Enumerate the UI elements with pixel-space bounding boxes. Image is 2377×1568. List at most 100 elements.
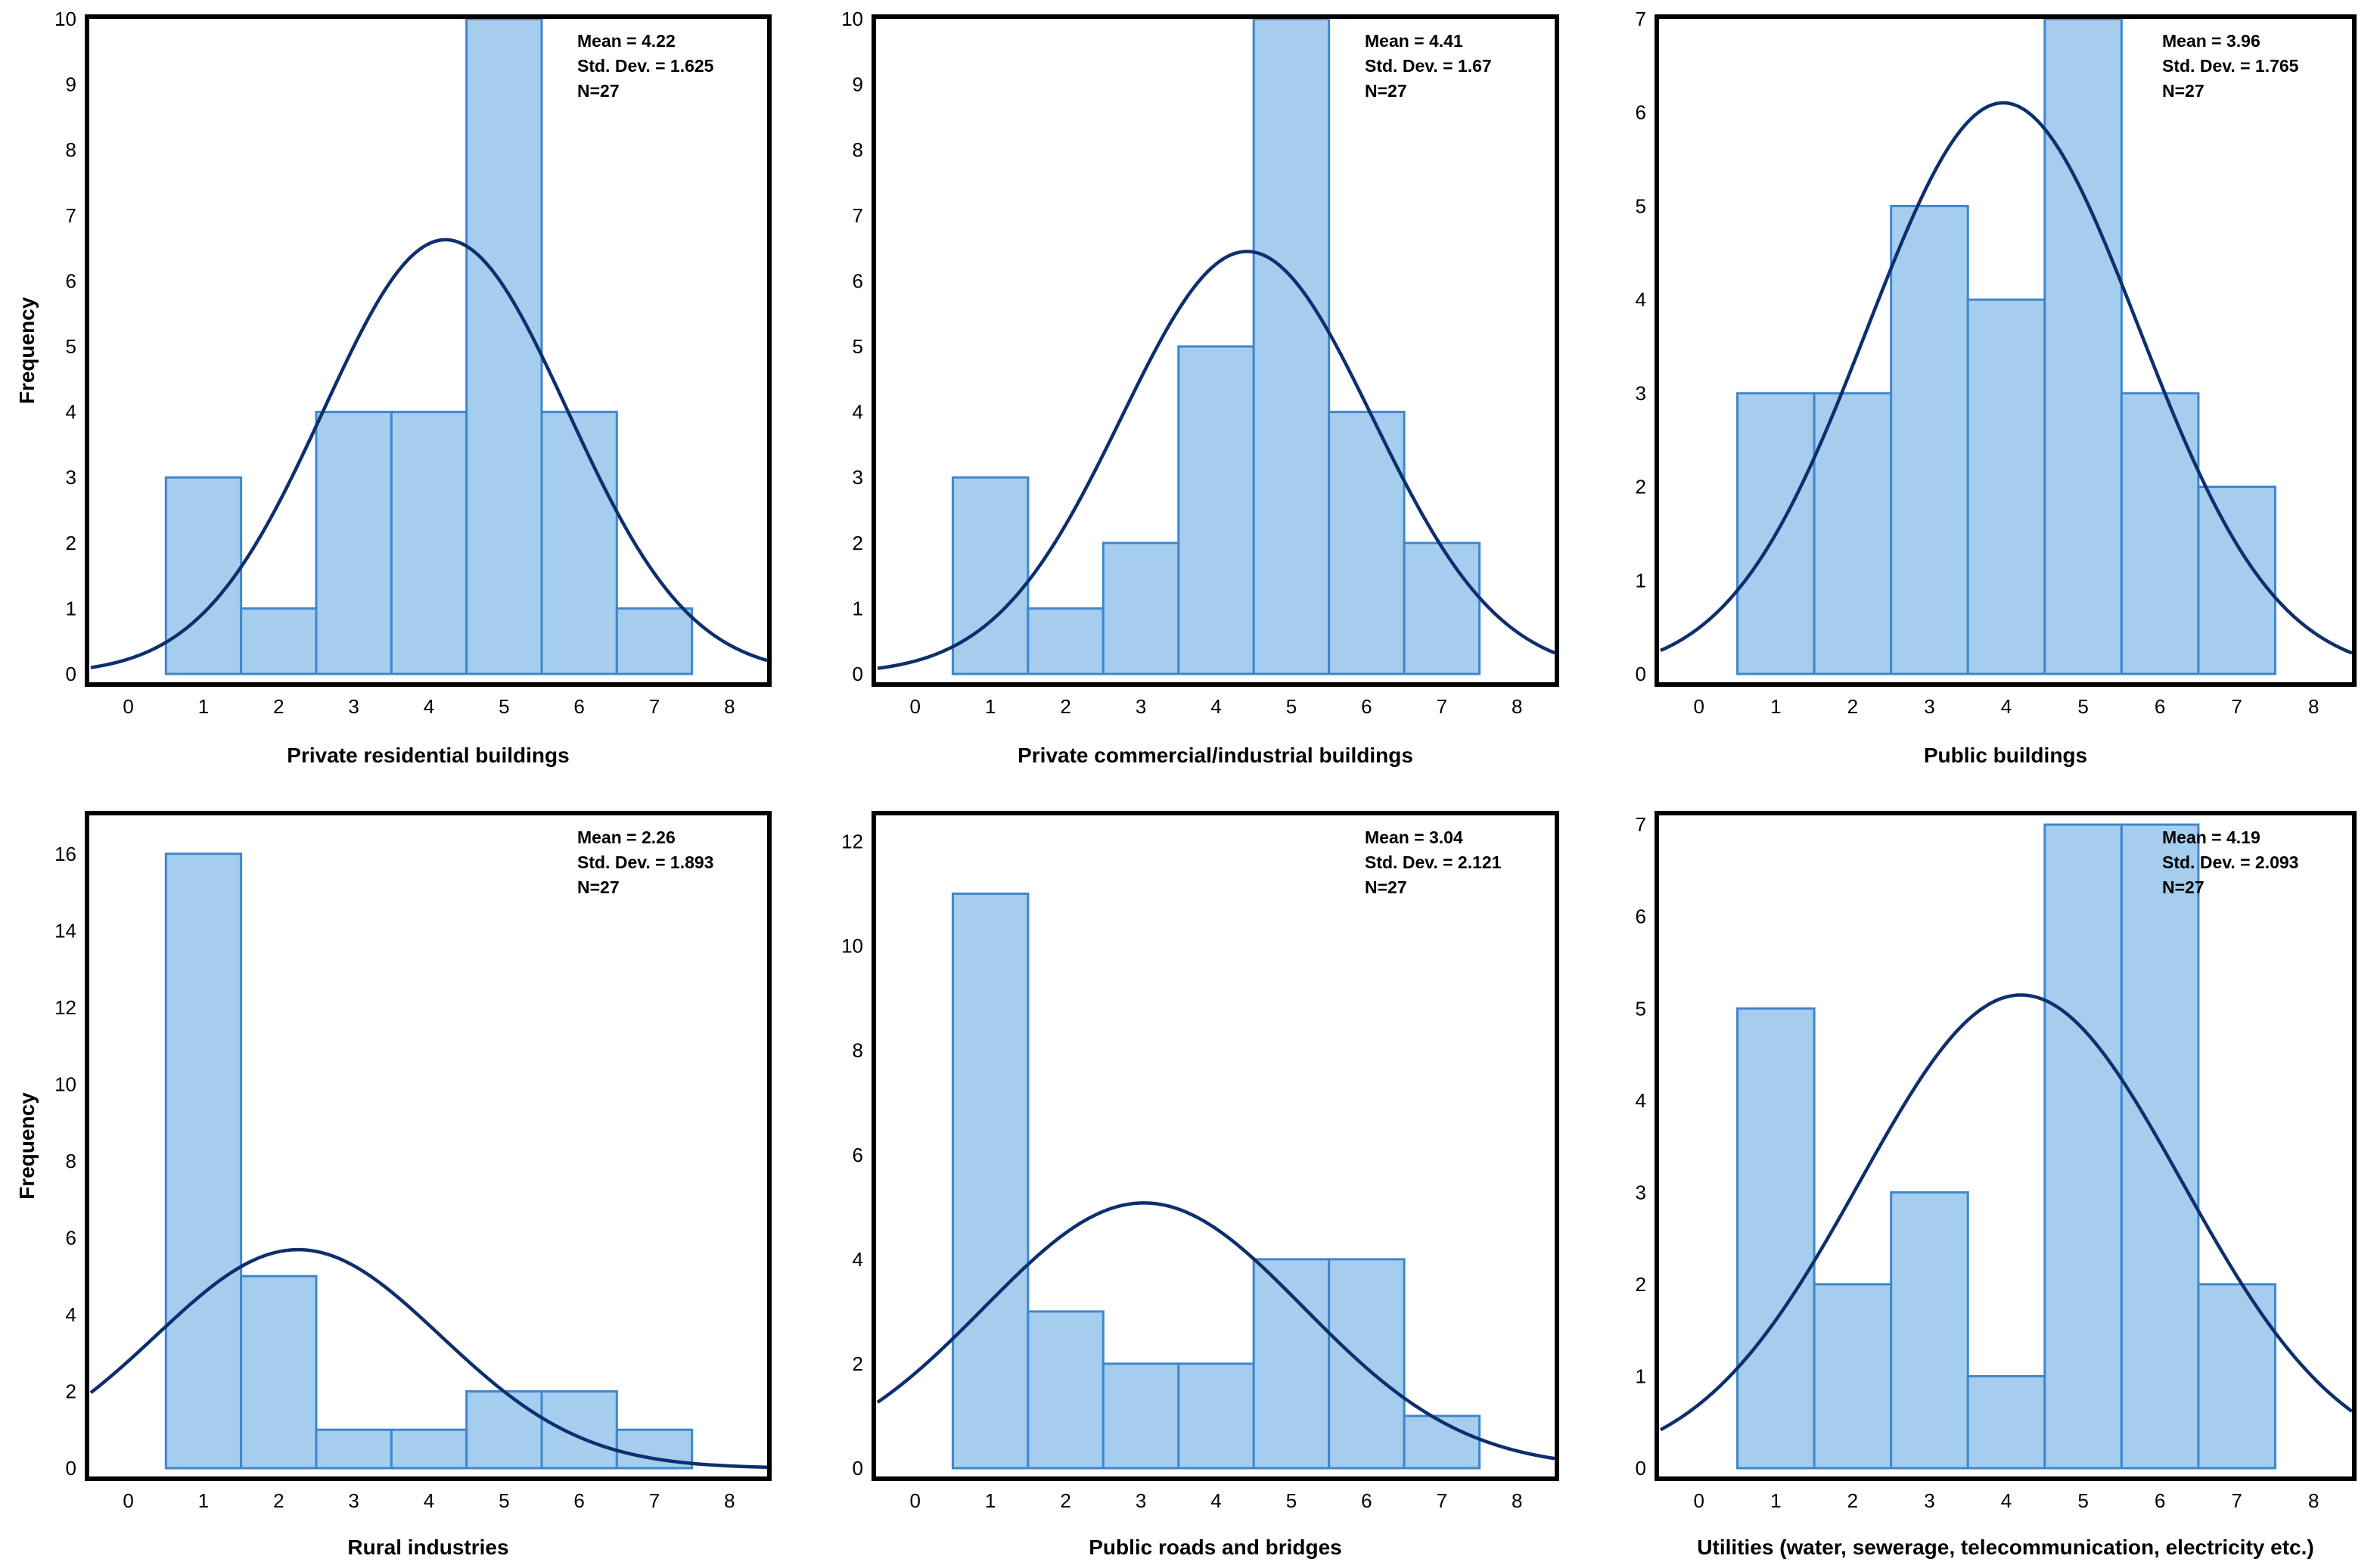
x-tick-label: 4 (1210, 1489, 1221, 1512)
histogram-bar (540, 411, 618, 675)
y-tick-label: 5 (1636, 997, 1646, 1020)
x-tick-label: 3 (1924, 695, 1934, 718)
stats-box: Mean = 2.26 Std. Dev. = 1.893 N=27 (577, 827, 713, 897)
x-tick-label: 1 (198, 1489, 209, 1512)
histogram-bar (390, 1428, 468, 1470)
y-tick-label: 6 (66, 269, 76, 292)
histogram-bar (1403, 1414, 1481, 1470)
histogram-bar (164, 476, 243, 675)
x-tick-label: 3 (1136, 695, 1146, 718)
x-tick-label: 6 (573, 1489, 584, 1512)
y-axis-label: Frequency (15, 1092, 39, 1200)
histogram-bars (1736, 17, 2276, 675)
x-tick-label: 6 (573, 695, 584, 718)
x-tick-label: 3 (1924, 1489, 1934, 1512)
x-tick-label: 0 (123, 1489, 133, 1512)
histogram-bar (1890, 204, 1969, 675)
x-tick-label: 1 (198, 695, 209, 718)
y-tick-label: 5 (853, 335, 863, 358)
histogram-bar (2197, 1283, 2276, 1470)
histogram-bar (1403, 542, 1481, 675)
histogram-bar (615, 1428, 694, 1470)
x-tick-label: 6 (2155, 1489, 2165, 1512)
x-tick-label: 2 (1060, 1489, 1070, 1512)
y-tick-label: 4 (1636, 1089, 1646, 1112)
y-tick-label: 4 (66, 1303, 76, 1326)
stats-sd: Std. Dev. = 1.893 (577, 852, 713, 872)
histogram-bar (1177, 345, 1255, 675)
histogram-bar (465, 17, 543, 675)
stats-n: N=27 (2162, 81, 2205, 101)
chart-frame (872, 14, 1559, 687)
y-tick-label: 6 (66, 1226, 76, 1249)
x-tick-label: 1 (985, 695, 996, 718)
y-tick-label: 8 (853, 1039, 863, 1062)
x-tick-label: 4 (1210, 695, 1221, 718)
y-tick-label: 2 (66, 532, 76, 554)
normal-curve (1659, 993, 2352, 1432)
histogram-bar (1101, 1362, 1180, 1470)
x-tick-label: 1 (1770, 695, 1781, 718)
x-tick-label: 4 (424, 695, 434, 718)
y-tick-label: 4 (66, 401, 76, 424)
y-tick-label: 8 (853, 138, 863, 161)
x-tick-label: 5 (499, 1489, 509, 1512)
y-tick-label: 5 (1636, 194, 1646, 217)
x-tick-label: 2 (1060, 695, 1070, 718)
y-tick-label: 0 (66, 1457, 76, 1480)
x-tick-label: 8 (1512, 1489, 1522, 1512)
histogram-bars (164, 17, 694, 675)
y-tick-label: 4 (853, 401, 863, 424)
stats-mean: Mean = 4.19 (2162, 827, 2260, 847)
chart-panel-utilities: 0 1 2 3 4 5 6 7 0 1 2 3 4 5 6 7 8 Utilities (water, sewer… (1636, 811, 2357, 1559)
histogram-bars (951, 17, 1481, 675)
histogram-bar (2120, 823, 2200, 1470)
y-tick-label: 7 (1636, 813, 1646, 836)
y-tick-label: 1 (66, 597, 76, 619)
x-tick-label: 5 (499, 695, 509, 718)
stats-n: N=27 (1365, 877, 1407, 897)
x-tick-label: 3 (348, 695, 359, 718)
histogram-bar (1101, 542, 1180, 675)
y-tick-label: 10 (841, 8, 863, 30)
y-tick-label: 2 (853, 1352, 863, 1375)
histogram-bar (1328, 1258, 1406, 1470)
stats-box: Mean = 3.96 Std. Dev. = 1.765 N=27 (2162, 31, 2299, 101)
x-axis-label: Private residential buildings (287, 744, 569, 767)
histogram-bar (1027, 1310, 1105, 1470)
x-tick-label: 7 (649, 1489, 660, 1512)
y-tick-label: 9 (853, 73, 863, 96)
normal-curve (877, 250, 1555, 670)
histogram-bar (1966, 1374, 2046, 1470)
histogram-bar (240, 607, 318, 675)
x-tick-label: 8 (724, 1489, 735, 1512)
histogram-bar (1736, 1007, 1816, 1470)
chart-panel-commercial: 0 1 2 3 4 5 6 7 8 9 10 0 1 2 3 4 5 6 7 8 Private commercial/… (841, 8, 1559, 767)
stats-n: N=27 (2162, 877, 2205, 897)
x-tick-label: 4 (2001, 695, 2012, 718)
y-tick-label: 6 (853, 1144, 863, 1166)
histogram-bar (465, 1389, 543, 1470)
y-tick-label: 10 (54, 8, 76, 30)
x-tick-label: 8 (724, 695, 735, 718)
stats-mean: Mean = 3.96 (2162, 31, 2260, 51)
y-tick-label: 16 (54, 843, 76, 865)
y-tick-label: 6 (1636, 101, 1646, 124)
x-tick-label: 1 (985, 1489, 996, 1512)
stats-n: N=27 (1365, 81, 1407, 101)
histogram-bar (1177, 1362, 1255, 1470)
histogram-bar (2043, 823, 2123, 1470)
x-tick-label: 5 (2077, 695, 2088, 718)
histogram-bar (951, 893, 1030, 1470)
y-tick-label: 12 (54, 996, 76, 1019)
y-tick-label: 8 (66, 138, 76, 161)
histogram-bar (1252, 1258, 1331, 1470)
y-tick-label: 14 (54, 919, 76, 942)
y-tick-label: 4 (1636, 288, 1646, 311)
y-tick-label: 3 (853, 466, 863, 489)
y-tick-label: 2 (1636, 476, 1646, 498)
stats-sd: Std. Dev. = 2.093 (2162, 852, 2298, 872)
stats-box: Mean = 4.22 Std. Dev. = 1.625 N=27 (577, 31, 714, 101)
chart-frame (872, 811, 1559, 1481)
